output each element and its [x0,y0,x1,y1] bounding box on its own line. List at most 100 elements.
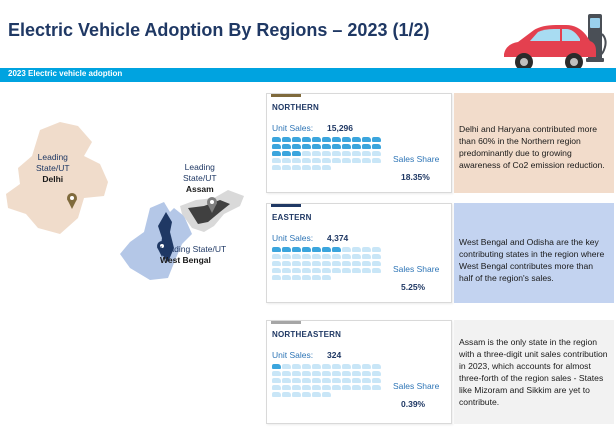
car-icon [312,158,321,163]
car-icon [272,371,281,376]
car-icon [282,392,291,397]
car-icon [282,254,291,259]
car-icon [332,247,341,252]
car-icon [282,385,291,390]
car-icon [272,378,281,383]
car-icon [362,364,371,369]
region-note: West Bengal and Odisha are the key contr… [454,203,614,303]
car-icon [302,158,311,163]
car-icon [332,364,341,369]
car-icon [272,151,281,156]
eastern-region-shape [120,202,192,280]
car-icon [282,137,291,142]
car-icon [342,254,351,259]
car-icon [322,392,331,397]
car-icon [362,385,371,390]
car-icon [352,378,361,383]
page-title: Electric Vehicle Adoption By Regions – 2… [8,20,430,40]
car-icon [302,275,311,280]
car-icon [282,144,291,149]
car-icon [312,144,321,149]
car-icon [372,378,381,383]
car-icon [332,254,341,259]
car-icon [272,144,281,149]
sales-share-label: Sales Share [393,154,440,164]
car-icon [312,261,321,266]
car-icon [302,247,311,252]
car-icon [292,158,301,163]
car-icon-grid [272,364,384,397]
car-icon [302,254,311,259]
region-accent-bar [271,94,301,97]
car-icon [312,378,321,383]
car-icon [282,247,291,252]
car-icon [312,364,321,369]
car-icon [292,378,301,383]
car-icon [272,268,281,273]
car-icon [282,268,291,273]
car-icon [372,371,381,376]
car-icon [312,371,321,376]
car-icon-grid [272,247,384,280]
region-accent-bar [271,321,301,324]
car-icon [302,392,311,397]
region-name: NORTHERN [272,103,319,112]
car-icon [322,254,331,259]
car-icon [352,261,361,266]
car-icon [292,275,301,280]
car-icon [312,165,321,170]
car-icon [352,385,361,390]
car-icon [282,261,291,266]
car-icon [362,371,371,376]
car-icon [372,268,381,273]
delhi-pin-icon [67,193,77,209]
car-icon [292,247,301,252]
car-icon [352,137,361,142]
car-icon [322,364,331,369]
unit-sales-label: Unit Sales: [272,233,314,243]
car-icon [362,151,371,156]
northern-region-panel: NORTHERN Unit Sales: 15,296 Sales Share … [266,93,614,193]
eastern-region-panel: EASTERN Unit Sales: 4,374 Sales Share 5.… [266,203,614,303]
car-icon [302,385,311,390]
car-icon [362,137,371,142]
unit-sales-label: Unit Sales: [272,350,314,360]
car-icon [312,275,321,280]
car-icon [322,144,331,149]
car-icon [322,137,331,142]
car-icon [342,261,351,266]
car-icon [302,268,311,273]
car-icon [372,261,381,266]
car-icon [312,247,321,252]
car-icon [372,254,381,259]
car-icon [282,371,291,376]
assam-shape [188,200,230,224]
car-icon [352,268,361,273]
car-icon [322,151,331,156]
car-icon [342,378,351,383]
car-icon [302,261,311,266]
car-icon [292,144,301,149]
car-icon [272,137,281,142]
west-bengal-pin-icon [157,241,167,257]
car-icon [362,247,371,252]
car-icon [282,151,291,156]
unit-sales-value: 15,296 [327,123,353,133]
car-icon [322,268,331,273]
car-icon [352,247,361,252]
car-icon [342,268,351,273]
car-icon [352,151,361,156]
region-note: Delhi and Haryana contributed more than … [454,93,614,193]
car-icon [282,158,291,163]
car-icon [292,137,301,142]
car-icon [322,371,331,376]
car-icon [302,378,311,383]
car-icon [322,378,331,383]
car-icon [322,158,331,163]
car-icon [342,385,351,390]
car-icon [272,275,281,280]
sales-share-value: 5.25% [401,282,426,292]
car-icon [332,385,341,390]
car-icon [362,378,371,383]
car-icon [312,137,321,142]
